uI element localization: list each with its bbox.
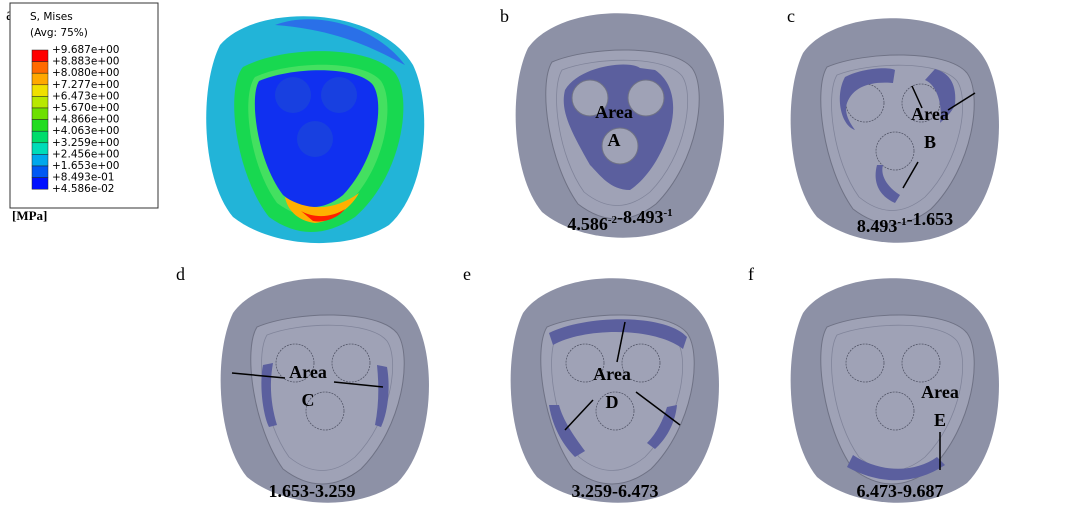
range-exponent: -1 <box>897 216 906 228</box>
legend-swatch <box>31 49 49 62</box>
legend-label: +2.456e+00 <box>52 148 119 160</box>
range-text: -8.493 <box>617 207 664 227</box>
range-label: 4.586-2-8.493-1 <box>567 207 672 234</box>
range-text: 4.586 <box>567 214 608 234</box>
legend-label: +4.063e+00 <box>52 125 119 137</box>
legend-swatch <box>31 130 49 144</box>
legend-swatch <box>31 96 49 109</box>
range-exponent: -2 <box>608 214 618 226</box>
legend-swatch <box>31 119 49 132</box>
area-label: Area <box>921 382 959 402</box>
panel-label: f <box>748 264 754 284</box>
legend-swatch <box>31 84 49 97</box>
legend-swatch <box>31 72 49 86</box>
legend-label: +8.493e-01 <box>52 172 114 184</box>
area-label: Area <box>289 362 327 382</box>
area-id: C <box>302 390 315 410</box>
area-label: Area <box>911 104 949 124</box>
panel-label: e <box>463 264 471 284</box>
legend-swatch <box>31 154 49 167</box>
area-id: A <box>608 130 621 150</box>
panel-label: d <box>176 264 185 284</box>
legend-label: +4.866e+00 <box>52 114 119 126</box>
legend-label: +8.883e+00 <box>52 56 119 68</box>
legend-unit: [MPa] <box>12 208 47 223</box>
legend-label: +6.473e+00 <box>52 90 119 102</box>
legend-swatch <box>31 61 49 74</box>
legend-label: +9.687e+00 <box>52 44 119 56</box>
legend-label: +4.586e-02 <box>52 183 114 195</box>
range-text: 1.653-3.259 <box>269 481 356 501</box>
legend-label: +5.670e+00 <box>52 102 119 114</box>
range-text: 8.493 <box>857 216 898 236</box>
legend-swatch <box>31 107 49 120</box>
legend-label: +8.080e+00 <box>52 67 119 79</box>
legend-label: +7.277e+00 <box>52 79 119 91</box>
range-exponent: -1 <box>664 207 673 219</box>
area-id: E <box>934 410 946 430</box>
legend-swatch <box>31 177 49 190</box>
range-label: 3.259-6.473 <box>572 481 659 501</box>
range-text: -1.653 <box>907 209 954 229</box>
area-id: B <box>924 132 936 152</box>
range-label: 1.653-3.259 <box>269 481 356 501</box>
area-label: Area <box>593 364 631 384</box>
legend-scale: +9.687e+00+8.883e+00+8.080e+00+7.277e+00… <box>31 44 119 195</box>
range-label: 6.473-9.687 <box>857 481 944 501</box>
legend-swatch <box>31 142 49 155</box>
panel-label: c <box>787 6 795 26</box>
legend-subtitle: (Avg: 75%) <box>30 27 88 39</box>
area-label: Area <box>595 102 633 122</box>
legend-title: S, Mises <box>30 11 73 23</box>
legend-label: +1.653e+00 <box>52 160 119 172</box>
contour-model <box>206 16 425 244</box>
legend-swatch <box>31 165 49 178</box>
panel-label: b <box>500 6 509 26</box>
range-text: 3.259-6.473 <box>572 481 659 501</box>
range-text: 6.473-9.687 <box>857 481 944 501</box>
area-id: D <box>606 392 619 412</box>
legend-label: +3.259e+00 <box>52 137 119 149</box>
range-label: 8.493-1-1.653 <box>857 209 953 236</box>
